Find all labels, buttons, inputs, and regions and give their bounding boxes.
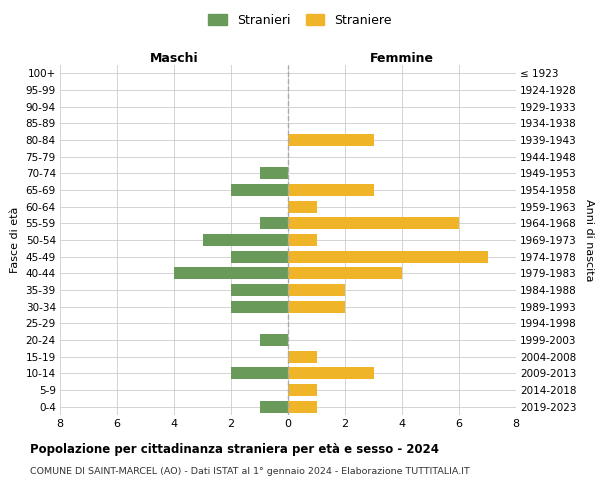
Bar (288, 400, 317, 412)
Legend: Stranieri, Straniere: Stranieri, Straniere (203, 8, 397, 32)
Y-axis label: Fasce di età: Fasce di età (10, 207, 20, 273)
Text: COMUNE DI SAINT-MARCEL (AO) - Dati ISTAT al 1° gennaio 2024 - Elaborazione TUTTI: COMUNE DI SAINT-MARCEL (AO) - Dati ISTAT… (30, 468, 470, 476)
Bar (231, 368, 288, 380)
Bar (288, 368, 373, 380)
Bar (288, 300, 345, 312)
Bar (260, 218, 288, 230)
Bar (203, 234, 288, 246)
Bar (174, 268, 288, 280)
Bar (260, 334, 288, 346)
Bar (260, 168, 288, 179)
Bar (288, 200, 317, 212)
Text: Maschi: Maschi (149, 52, 199, 65)
Bar (231, 250, 288, 262)
Bar (288, 384, 317, 396)
Bar (288, 234, 317, 246)
Bar (260, 400, 288, 412)
Bar (288, 134, 373, 146)
Bar (288, 284, 345, 296)
Bar (288, 250, 487, 262)
Bar (288, 268, 402, 280)
Bar (288, 184, 373, 196)
Bar (231, 184, 288, 196)
Bar (231, 284, 288, 296)
Y-axis label: Anni di nascita: Anni di nascita (584, 198, 593, 281)
Text: Femmine: Femmine (370, 52, 434, 65)
Text: Popolazione per cittadinanza straniera per età e sesso - 2024: Popolazione per cittadinanza straniera p… (30, 442, 439, 456)
Bar (288, 218, 459, 230)
Bar (231, 300, 288, 312)
Bar (288, 350, 317, 362)
